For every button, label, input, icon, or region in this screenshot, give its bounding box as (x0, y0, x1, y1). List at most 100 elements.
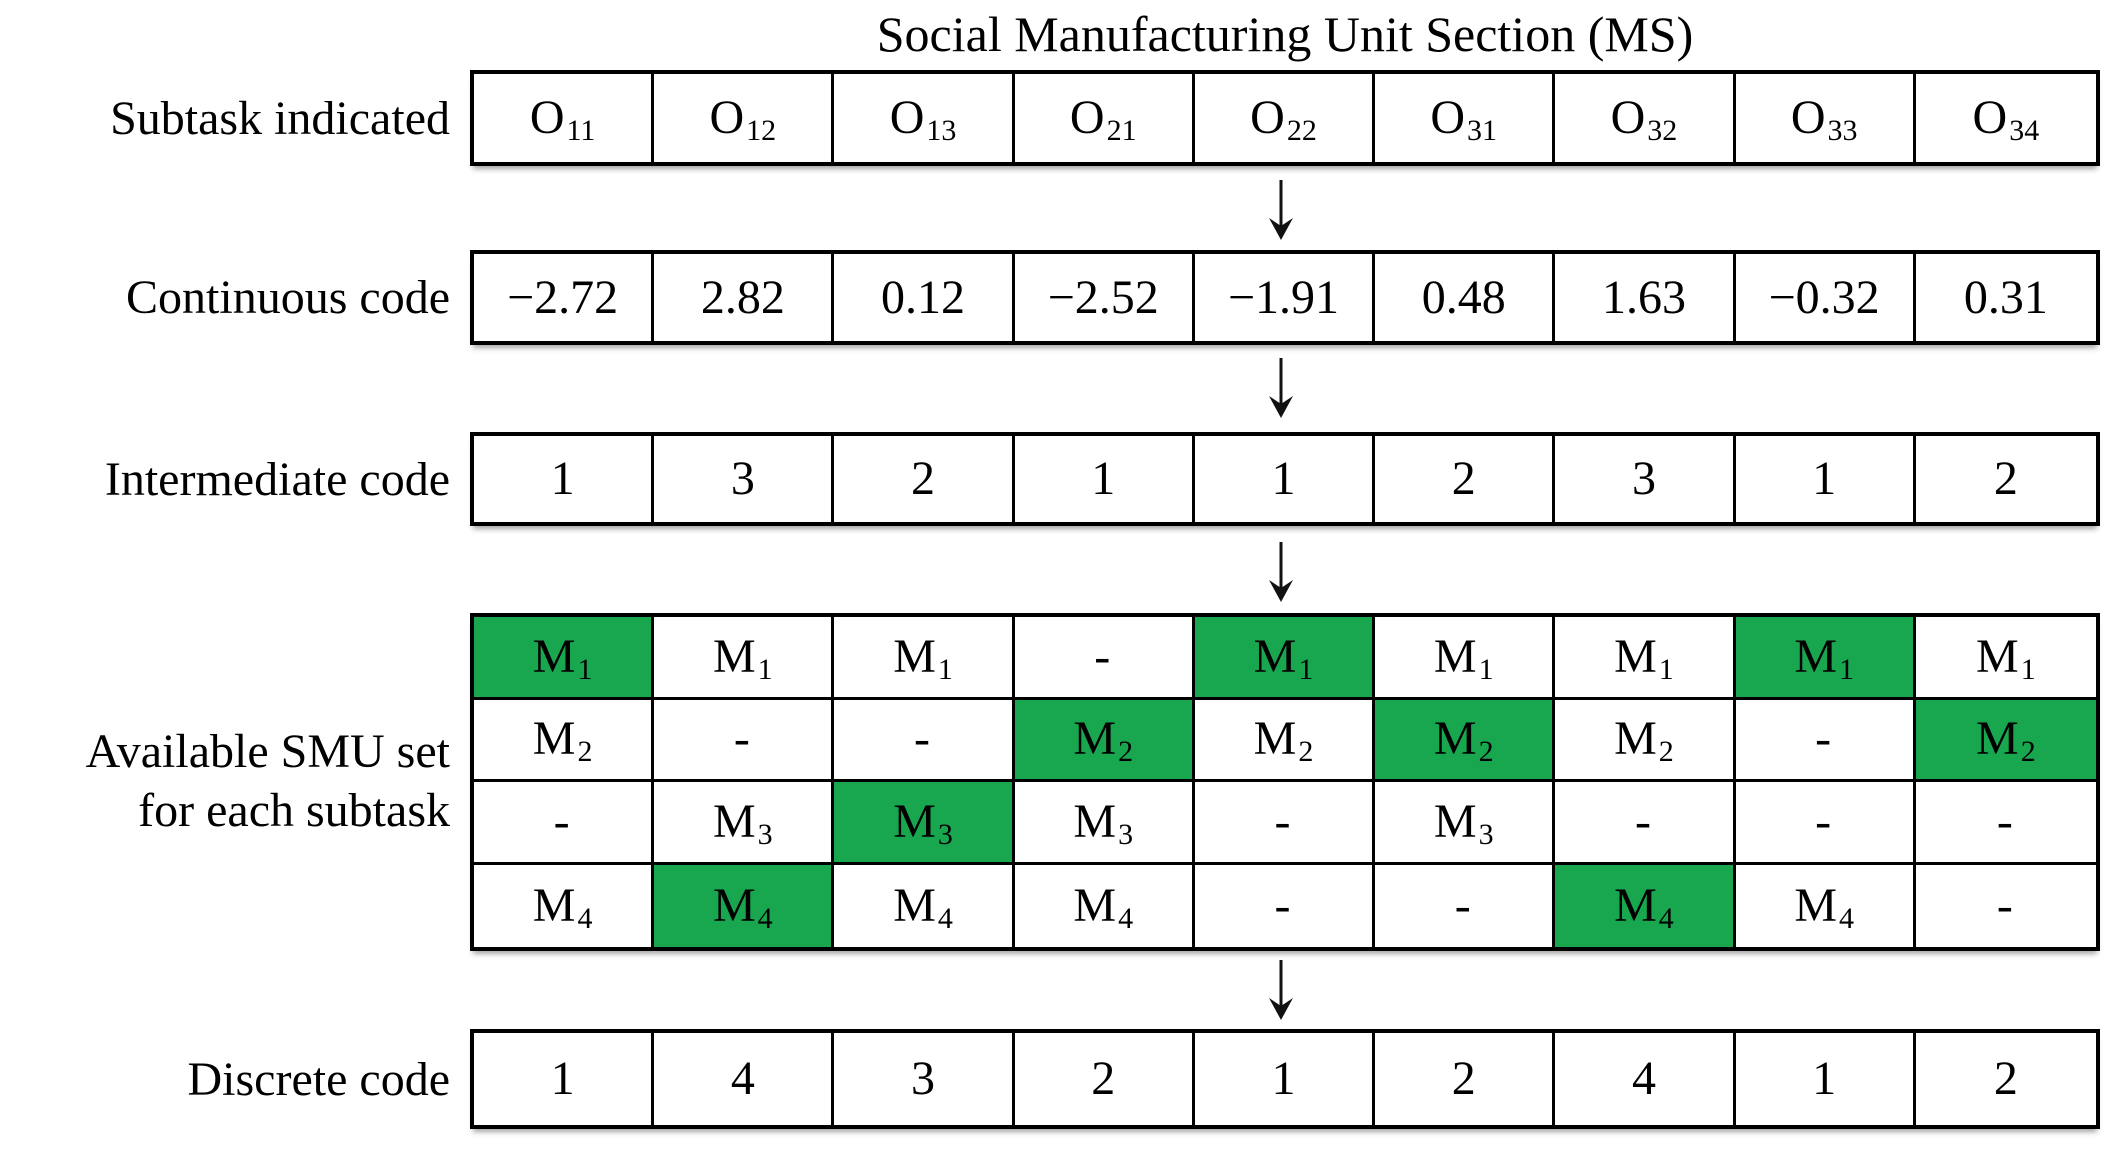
smu-cell-text: - (733, 712, 750, 766)
smu-cell-subscript: 1 (2020, 652, 2036, 686)
smu-cell-subscript: 4 (1658, 901, 1674, 935)
down-arrow-icon (1269, 960, 1293, 1020)
smu-cell-subscript: 2 (577, 735, 593, 769)
intermediate-code-row-label: Intermediate code (104, 452, 450, 506)
discrete-code-row-label: Discrete code (187, 1052, 450, 1106)
smu-cell-text: M (1976, 712, 2019, 766)
intermediate-code-cell: 2 (1993, 452, 2018, 505)
subtask-cell-subscript: 11 (566, 114, 596, 147)
continuous-code-cell: −1.91 (1195, 254, 1376, 341)
smu-cell-text: M (712, 794, 756, 848)
subtask-cell-text: O (709, 91, 745, 144)
smu-cell-text: M (1794, 878, 1837, 932)
intermediate-code-cell: 3 (1555, 436, 1736, 522)
intermediate-code-cell: 1 (1736, 436, 1916, 522)
subtask-cell-text: O (1069, 91, 1105, 144)
smu-cell-text: - (1815, 712, 1832, 766)
smu-cell-text: M (1614, 878, 1657, 932)
continuous-code-row-label: Continuous code (126, 271, 450, 324)
smu-cell-text: M (712, 629, 756, 683)
smu-cell-subscript: 1 (1839, 652, 1854, 686)
subtask-cell-subscript: 32 (1647, 114, 1678, 147)
smu-cell-subscript: 4 (757, 901, 773, 935)
smu-cell-text: M (712, 878, 756, 932)
intermediate-code-cell: 1 (1015, 436, 1195, 522)
smu-cell-subscript: 1 (937, 652, 953, 686)
smu-cell: - (1915, 782, 2096, 865)
smu-cell-text: - (1274, 878, 1291, 932)
subtask-cell-subscript: 34 (2009, 114, 2040, 147)
smu-cell-text: M (1073, 878, 1117, 932)
subtask-cell-text: O (889, 91, 925, 144)
discrete-code-row: 1 4 3 2 1 2 4 1 2 (470, 1029, 2100, 1129)
smu-cell: - (1375, 864, 1556, 947)
subtask-cell-text: O (1790, 91, 1826, 144)
subtask-cell: O 12 (654, 74, 835, 162)
subtask-row-label: Subtask indicated (110, 91, 450, 145)
continuous-code-cell: 0.12 (834, 254, 1015, 341)
subtask-cell-subscript: 12 (746, 114, 777, 147)
smu-cell-subscript: 4 (937, 901, 953, 935)
smu-cell: - (474, 782, 655, 865)
discrete-code-cell: 4 (654, 1033, 835, 1125)
subtask-cell: O 31 (1375, 74, 1556, 162)
discrete-code-cell: 4 (1555, 1033, 1736, 1125)
smu-cell: - (1916, 865, 2096, 948)
smu-cell-text: M (1073, 794, 1117, 848)
subtask-cell-text: O (1250, 91, 1285, 144)
discrete-code-cell: 1 (474, 1033, 655, 1125)
discrete-code-cell: 3 (834, 1033, 1015, 1125)
smu-cell-text: M (1253, 712, 1297, 766)
smu-cell-subscript: 2 (1658, 735, 1674, 769)
smu-cell-text: - (1996, 878, 2013, 932)
continuous-code-cell: 2.82 (654, 254, 835, 341)
discrete-code-cell: 2 (1993, 1052, 2018, 1105)
smu-cell-text: - (1996, 794, 2013, 848)
smu-cell-text: M (1794, 629, 1837, 683)
smu-cell-subscript: 2 (1478, 735, 1494, 769)
continuous-code-row: −2.72 2.82 0.12 −2.52 −1.91 0.48 1.63 −0… (470, 250, 2100, 345)
subtask-cell-subscript: 31 (1467, 114, 1498, 147)
subtask-cell: O 11 (474, 74, 655, 162)
smu-set-label-line1: Available SMU set (85, 725, 450, 779)
smu-cell-subscript: 1 (757, 652, 773, 686)
continuous-code-cell: 0.31 (1963, 270, 2048, 324)
intermediate-code-cell: 1 (474, 436, 655, 522)
subtask-cell-subscript: 21 (1106, 114, 1137, 147)
smu-cell: - (654, 699, 835, 782)
continuous-code-cell: −0.32 (1736, 254, 1916, 341)
smu-cell-subscript: 1 (1478, 652, 1494, 686)
smu-cell-subscript: 3 (1118, 817, 1134, 851)
smu-cell-subscript: 4 (577, 901, 593, 935)
smu-cell-text: - (1815, 794, 1832, 848)
smu-cell-text: - (553, 794, 570, 848)
continuous-code-cell: −2.72 (474, 254, 655, 341)
continuous-code-cell: 1.63 (1555, 254, 1736, 341)
smu-set-label-line2: for each subtask (138, 784, 450, 837)
smu-cell-text: M (1073, 712, 1117, 766)
smu-cell: - (834, 699, 1015, 782)
smu-cell-text: M (1433, 712, 1477, 766)
smu-cell-subscript: 4 (1839, 901, 1854, 935)
subtask-cell-subscript: 13 (926, 114, 957, 147)
smu-cell: - (1194, 782, 1376, 865)
smu-cell-text: M (1433, 794, 1477, 848)
